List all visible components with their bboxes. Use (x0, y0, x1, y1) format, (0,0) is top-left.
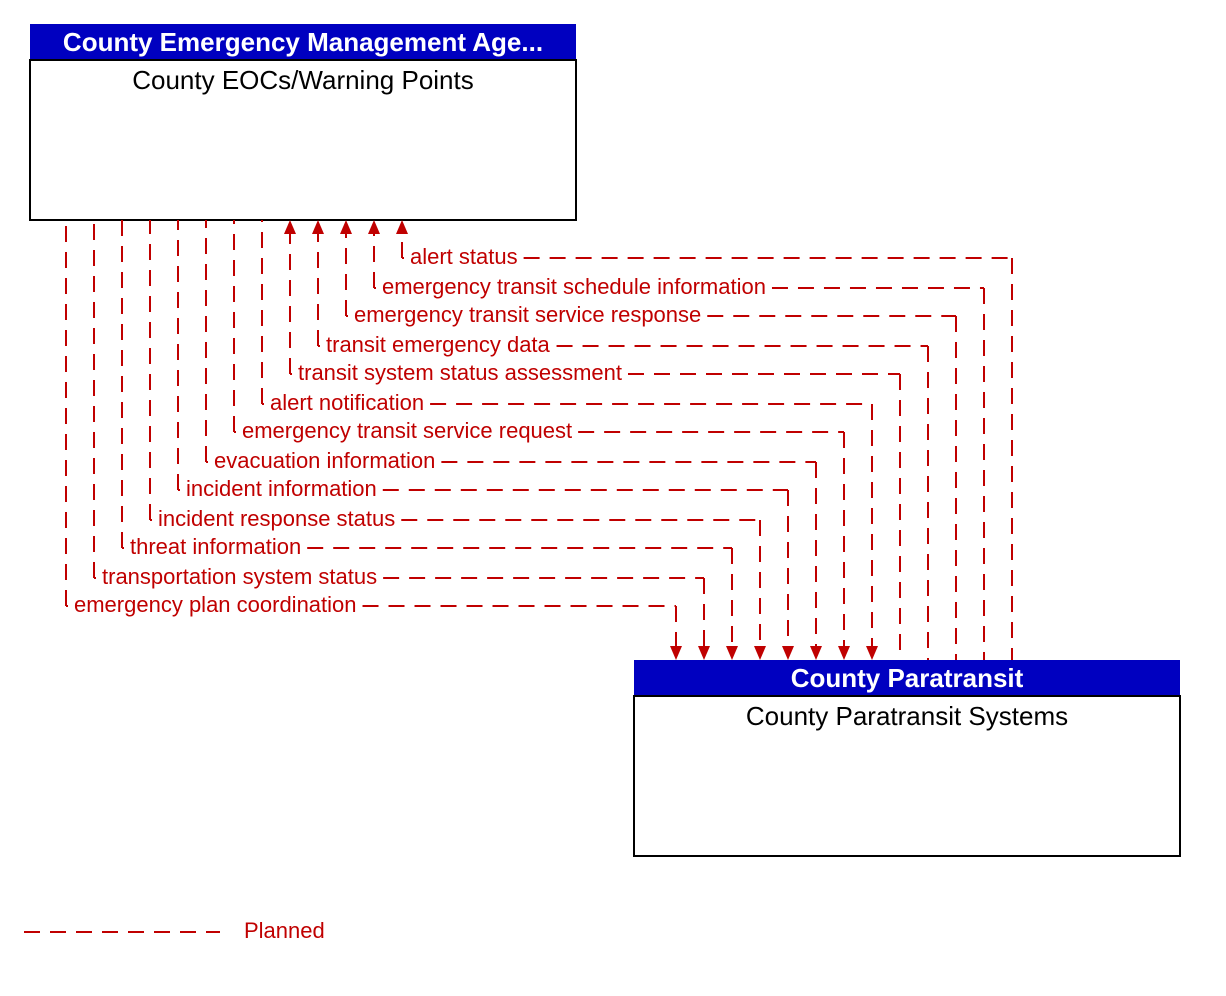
flow-label-12: emergency plan coordination (74, 592, 357, 617)
top-body-label: County EOCs/Warning Points (132, 65, 474, 95)
flow-label-3: transit emergency data (326, 332, 551, 357)
flow-label-2: emergency transit service response (354, 302, 701, 327)
bottom-header-label: County Paratransit (791, 663, 1024, 693)
architecture-flow-diagram: County Emergency Management Age... County… (0, 0, 1226, 996)
flow-label-6: emergency transit service request (242, 418, 572, 443)
bottom-body-label: County Paratransit Systems (746, 701, 1068, 731)
flow-label-1: emergency transit schedule information (382, 274, 766, 299)
legend-label: Planned (244, 918, 325, 943)
flow-label-9: incident response status (158, 506, 395, 531)
flow-label-8: incident information (186, 476, 377, 501)
top-header-label: County Emergency Management Age... (63, 27, 543, 57)
flow-label-5: alert notification (270, 390, 424, 415)
flow-label-4: transit system status assessment (298, 360, 622, 385)
flow-label-11: transportation system status (102, 564, 377, 589)
flow-label-10: threat information (130, 534, 301, 559)
flow-label-0: alert status (410, 244, 518, 269)
flow-label-7: evacuation information (214, 448, 435, 473)
